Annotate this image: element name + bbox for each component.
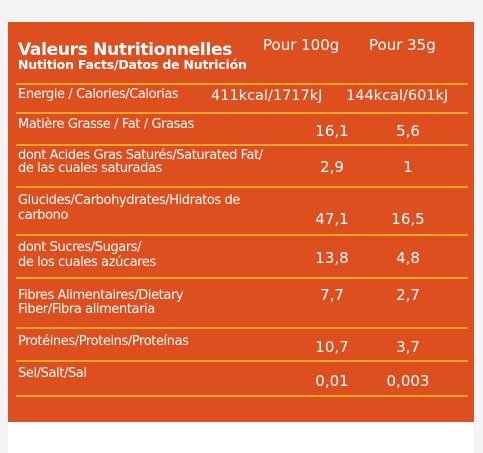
row-divider — [16, 112, 468, 114]
row-label-line2: de las cuales saturadas — [18, 161, 162, 176]
table-title: Valeurs Nutritionnelles — [18, 40, 233, 60]
row-label: Sel/Salt/Sal — [18, 366, 87, 381]
column-header-100g: Pour 100g — [263, 36, 340, 54]
table-subtitle: Nutition Facts/Datos de Nutrición — [18, 57, 247, 72]
value-100g: 13,8 — [315, 249, 349, 267]
row-divider — [16, 186, 468, 188]
value-35g: 4,8 — [396, 249, 420, 267]
row-divider — [16, 360, 468, 362]
row-label: Fibres Alimentaires/Dietary — [18, 288, 184, 303]
value-100g: 47,1 — [315, 210, 349, 228]
row-label: Energie / Calories/Calorias — [18, 87, 179, 102]
value-35g: 144kcal/601kJ — [346, 88, 449, 104]
row-label-line2: carbono — [18, 208, 69, 223]
row-divider — [16, 327, 468, 329]
value-35g: 3,7 — [396, 338, 420, 356]
row-label: Matière Grasse / Fat / Grasas — [18, 117, 194, 132]
value-100g: 411kcal/1717kJ — [211, 88, 323, 104]
value-35g: 2,7 — [396, 286, 420, 304]
value-35g: 5,6 — [396, 122, 420, 140]
value-35g: 1 — [403, 158, 413, 176]
value-100g: 0,01 — [315, 372, 349, 390]
row-label-line2: Fiber/Fibra alimentaria — [18, 302, 155, 317]
value-35g: 0,003 — [386, 372, 430, 390]
row-label: dont Acides Gras Saturés/Saturated Fat/ — [18, 148, 263, 163]
value-100g: 2,9 — [320, 158, 344, 176]
value-100g: 16,1 — [315, 122, 349, 140]
row-label: Glucides/Carbohydrates/Hidratos de — [18, 193, 240, 208]
row-label-line2: de los cuales azúcares — [18, 255, 156, 270]
value-35g: 16,5 — [391, 210, 425, 228]
row-divider — [16, 234, 468, 236]
value-100g: 7,7 — [320, 286, 344, 304]
row-divider — [16, 83, 468, 85]
nutrition-table: Valeurs Nutritionnelles Nutition Facts/D… — [8, 22, 474, 422]
column-header-35g: Pour 35g — [369, 36, 436, 54]
value-100g: 10,7 — [315, 338, 349, 356]
row-divider — [16, 395, 468, 397]
row-label: Protéines/Proteins/Proteínas — [18, 334, 189, 349]
bottom-strip — [8, 422, 474, 453]
row-label: dont Sucres/Sugars/ — [18, 240, 142, 255]
row-divider — [16, 144, 468, 146]
row-divider — [16, 277, 468, 279]
